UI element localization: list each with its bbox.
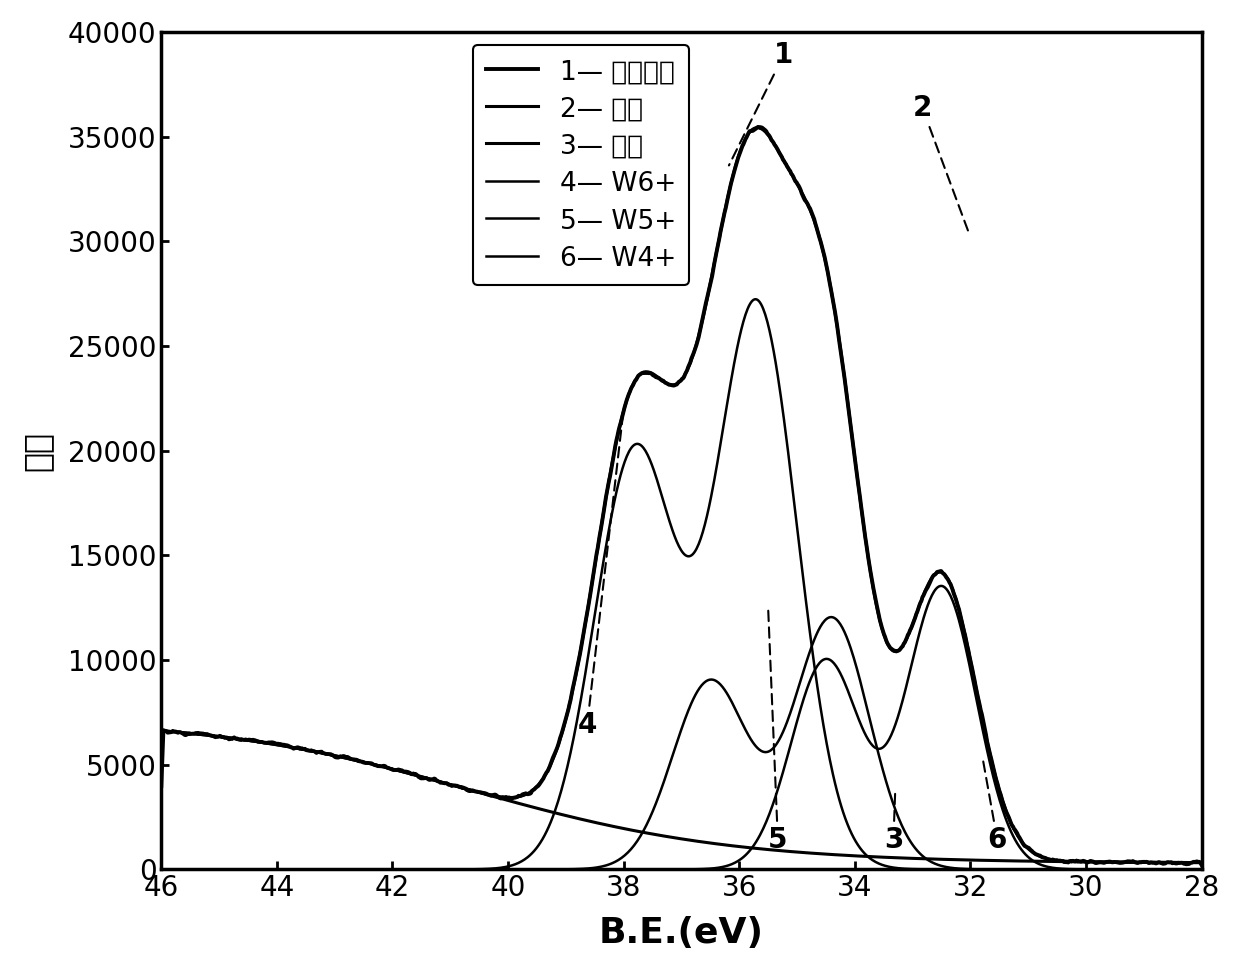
Y-axis label: 计数: 计数 <box>21 430 53 471</box>
Text: 1: 1 <box>729 41 794 165</box>
Text: 5: 5 <box>768 611 787 854</box>
Text: 3: 3 <box>884 792 903 854</box>
Legend: 1— 原始强度, 2— 峰和, 3— 衬底, 4— W6+, 5— W5+, 6— W4+: 1— 原始强度, 2— 峰和, 3— 衬底, 4— W6+, 5— W5+, 6… <box>472 45 689 285</box>
Text: 2: 2 <box>913 93 970 234</box>
Text: 4: 4 <box>578 412 624 739</box>
X-axis label: B.E.(eV): B.E.(eV) <box>599 917 764 951</box>
Text: 6: 6 <box>982 757 1007 854</box>
